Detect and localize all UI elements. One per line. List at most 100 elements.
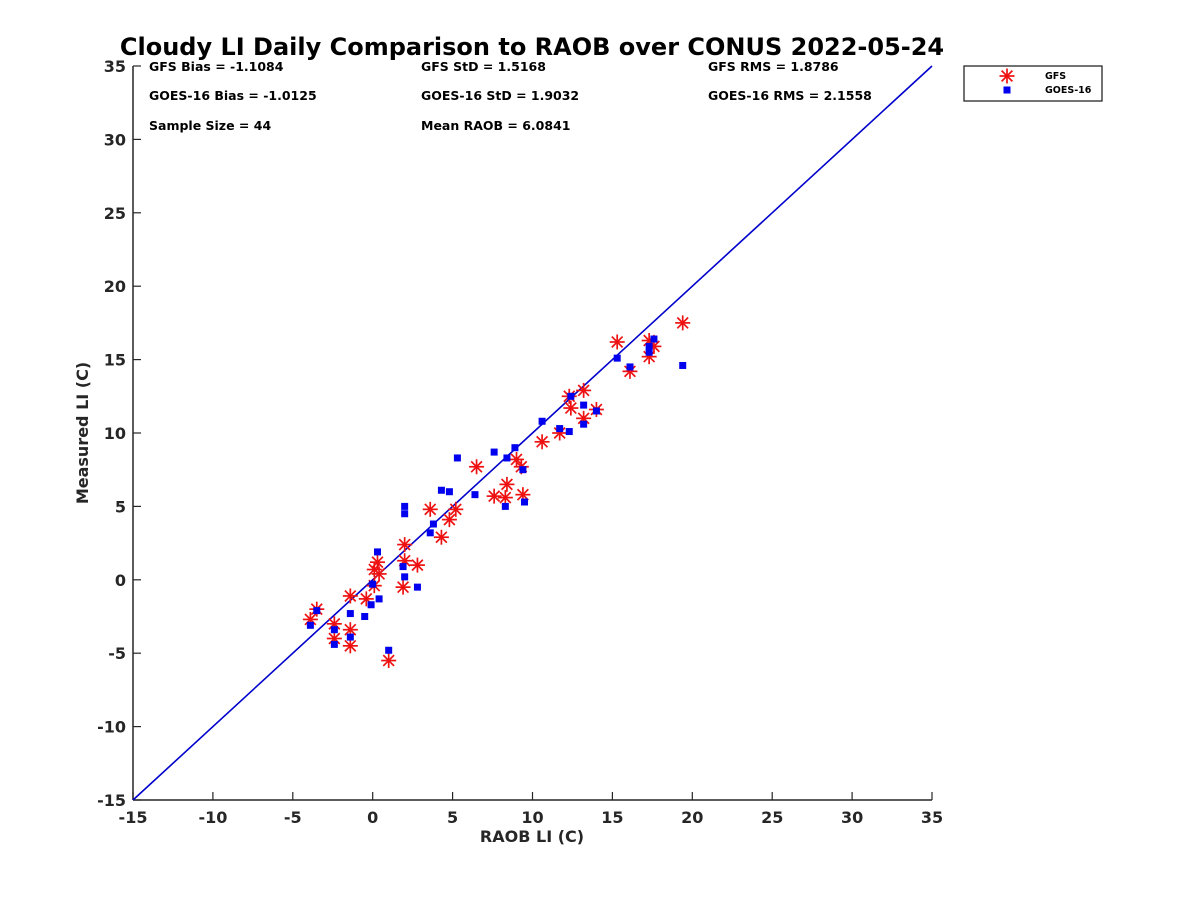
asterisk-stroke — [510, 453, 523, 466]
goes-16-point — [346, 610, 354, 618]
asterisk-stroke — [344, 639, 357, 652]
reference-line-group — [132, 65, 933, 801]
asterisk-stroke — [564, 402, 577, 415]
y-tick-label: 35 — [104, 57, 126, 76]
y-tick-label: 0 — [115, 571, 126, 590]
gfs-point — [381, 653, 397, 669]
asterisk-stroke — [382, 654, 395, 667]
asterisk-stroke — [371, 556, 384, 569]
goes-16-point — [426, 529, 434, 537]
asterisk-stroke — [488, 490, 501, 503]
axes: -15 -10 -5 0 5 10 15 20 25 30 35 -15 -10 -5 0 5 10 15 20 25… — [97, 57, 943, 827]
asterisk-stroke — [411, 559, 424, 572]
legend-goes-16-marker — [1003, 86, 1011, 94]
gfs-point — [397, 537, 413, 553]
asterisk-stroke — [328, 632, 341, 645]
x-tick-label: -15 — [119, 808, 148, 827]
x-tick-label: 30 — [841, 808, 863, 827]
asterisk-stroke — [611, 335, 624, 348]
data-marks — [302, 315, 691, 669]
gfs-point — [342, 638, 358, 654]
gfs-point — [563, 400, 579, 416]
stat-annotation: GOES-16 Bias = -1.0125 — [149, 88, 317, 103]
legend-gfs-marker — [999, 68, 1015, 84]
asterisk-stroke — [500, 478, 513, 491]
gfs-point — [486, 488, 502, 504]
asterisk-stroke — [344, 589, 357, 602]
goes-16-point — [401, 510, 409, 518]
goes-16-point — [437, 486, 445, 494]
x-tick-label: 15 — [601, 808, 623, 827]
asterisk-stroke — [397, 581, 410, 594]
gfs-point — [469, 459, 485, 475]
goes-16-point — [367, 601, 375, 609]
stat-annotation: GOES-16 StD = 1.9032 — [421, 88, 579, 103]
goes-16-point — [580, 401, 588, 409]
goes-16-point — [361, 613, 369, 620]
x-tick-label: 0 — [367, 808, 378, 827]
asterisk-stroke — [344, 623, 357, 636]
gfs-point — [509, 451, 525, 467]
goes-16-point — [401, 573, 409, 581]
goes-16-point — [592, 407, 600, 415]
goes-16-point — [580, 420, 588, 428]
statistics-annotations: GFS Bias = -1.1084 GFS StD = 1.5168 GFS RM… — [149, 59, 872, 133]
goes-16-point — [519, 466, 527, 474]
goes-16-point — [511, 444, 519, 452]
goes-16-point — [521, 498, 529, 506]
stat-annotation: GOES-16 RMS = 2.1558 — [708, 88, 872, 103]
y-axis-label: Measured LI (C) — [73, 362, 92, 504]
stat-annotation: Sample Size = 44 — [149, 118, 271, 133]
goes-16-point — [626, 363, 634, 371]
goes-16-point — [503, 454, 511, 462]
x-tick-label: 35 — [921, 808, 943, 827]
goes-16-point — [645, 342, 653, 350]
gfs-point — [515, 487, 531, 503]
goes-16-point — [369, 580, 377, 588]
asterisk-stroke — [623, 365, 636, 378]
goes-16-point — [679, 361, 687, 369]
goes-16-point — [453, 454, 461, 462]
gfs-point — [422, 501, 438, 517]
asterisk-stroke — [536, 435, 549, 448]
legend-gfs-label: GFS — [1045, 71, 1066, 82]
y-tick-label: -10 — [97, 718, 126, 737]
asterisk-stroke — [328, 617, 341, 630]
goes-16-point — [429, 520, 437, 528]
gfs-point — [433, 529, 449, 545]
asterisk-stroke — [499, 491, 512, 504]
gfs-point — [497, 490, 513, 506]
goes-16-point — [471, 491, 479, 499]
y-tick-label: 10 — [104, 424, 126, 443]
series-goes-16 — [306, 335, 687, 654]
asterisk-stroke — [449, 503, 462, 516]
asterisk-stroke — [577, 412, 590, 425]
gfs-point — [371, 566, 387, 582]
goes-16-point — [413, 583, 421, 591]
y-tick-label: -15 — [97, 791, 126, 810]
gfs-point — [342, 588, 358, 604]
goes-16-point — [613, 354, 621, 362]
asterisk-stroke — [373, 567, 386, 580]
gfs-point — [609, 334, 625, 350]
asterisk-stroke — [398, 538, 411, 551]
x-tick-label: -5 — [284, 808, 302, 827]
goes-16-point — [399, 563, 407, 571]
gfs-point — [675, 315, 691, 331]
goes-16-point — [445, 488, 453, 496]
goes-16-point — [313, 607, 321, 615]
asterisk-stroke — [1000, 69, 1014, 83]
asterisk-stroke — [424, 503, 437, 516]
chart-title: Cloudy LI Daily Comparison to RAOB over … — [120, 33, 944, 61]
gfs-point — [441, 512, 457, 528]
asterisk-stroke — [443, 513, 456, 526]
asterisk-stroke — [360, 592, 373, 605]
x-tick-label: 20 — [681, 808, 703, 827]
stat-annotation: GFS Bias = -1.1084 — [149, 59, 284, 74]
x-tick-label: 25 — [761, 808, 783, 827]
one-to-one-line — [132, 65, 933, 801]
asterisk-stroke — [304, 613, 317, 626]
gfs-point — [395, 579, 411, 595]
x-tick-label: -10 — [198, 808, 227, 827]
